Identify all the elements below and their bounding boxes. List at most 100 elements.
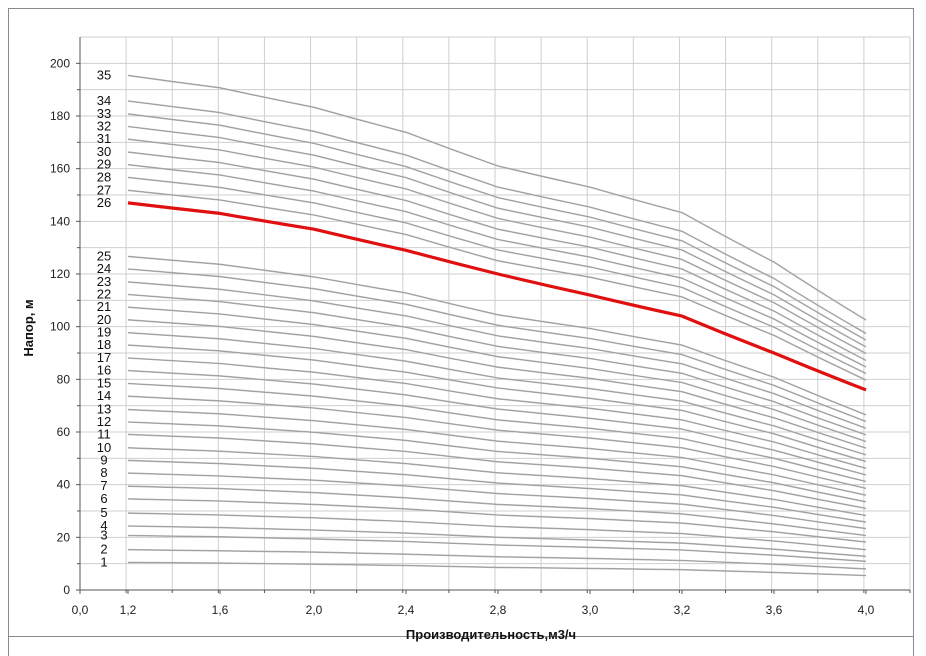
curve-edge-20 bbox=[127, 319, 867, 449]
curve-edge-11 bbox=[127, 434, 867, 509]
curve-label-7: 7 bbox=[100, 478, 107, 493]
curve-label-17: 17 bbox=[97, 350, 111, 365]
curve-edge-27 bbox=[127, 190, 867, 381]
curve-label-10: 10 bbox=[97, 440, 111, 455]
curve-line-26-highlighted bbox=[127, 201, 867, 392]
curve-label-23: 23 bbox=[97, 274, 111, 289]
curve-label-33: 33 bbox=[97, 106, 111, 121]
curve-labels: 1234567891011121314151617181920212223242… bbox=[97, 67, 111, 569]
curve-edge-28 bbox=[127, 177, 867, 374]
curve-edge-29 bbox=[127, 164, 867, 368]
curve-edge-21 bbox=[127, 306, 867, 442]
curve-line-8 bbox=[127, 472, 867, 530]
curve-label-14: 14 bbox=[97, 388, 111, 403]
y-tick-label: 200 bbox=[50, 56, 70, 70]
next-chart-frame bbox=[8, 636, 914, 656]
curve-edge-35 bbox=[127, 75, 867, 321]
y-tick-label: 80 bbox=[57, 372, 71, 386]
y-tick-label: 160 bbox=[50, 162, 70, 176]
curve-label-32: 32 bbox=[97, 119, 111, 134]
curve-label-29: 29 bbox=[97, 157, 111, 172]
curve-edge-2 bbox=[127, 549, 867, 570]
curve-edge-13 bbox=[127, 409, 867, 496]
curve-edge-14 bbox=[127, 395, 867, 489]
curve-label-20: 20 bbox=[97, 312, 111, 327]
y-tick-label: 100 bbox=[50, 320, 70, 334]
curve-label-22: 22 bbox=[97, 287, 111, 302]
curve-label-34: 34 bbox=[97, 93, 111, 108]
x-tick-label: 2,8 bbox=[490, 603, 507, 617]
curve-label-31: 31 bbox=[97, 131, 111, 146]
curve-edge-19 bbox=[127, 332, 867, 456]
curve-label-25: 25 bbox=[97, 248, 111, 263]
curve-edge-31 bbox=[127, 138, 867, 354]
curve-line-16 bbox=[127, 369, 867, 476]
curve-label-21: 21 bbox=[97, 299, 111, 314]
curve-edge-23 bbox=[127, 281, 867, 429]
curve-edge-24 bbox=[127, 268, 867, 422]
curve-line-33 bbox=[127, 113, 867, 341]
curve-line-19 bbox=[127, 331, 867, 456]
curve-edge-16 bbox=[127, 370, 867, 476]
curve-line-18 bbox=[127, 344, 867, 463]
y-tick-label: 180 bbox=[50, 109, 70, 123]
curve-label-9: 9 bbox=[100, 452, 107, 467]
y-tick-label: 120 bbox=[50, 267, 70, 281]
x-tick-label: 1,2 bbox=[120, 603, 137, 617]
y-tick-label: 60 bbox=[57, 425, 71, 439]
curve-label-26: 26 bbox=[97, 195, 111, 210]
curve-line-2 bbox=[127, 548, 867, 570]
curve-edge-5 bbox=[127, 512, 867, 550]
curve-edge-4 bbox=[127, 525, 867, 557]
curve-label-5: 5 bbox=[100, 505, 107, 520]
curve-label-11: 11 bbox=[97, 426, 111, 441]
curve-label-13: 13 bbox=[97, 402, 111, 417]
curve-edge-22 bbox=[127, 294, 867, 436]
x-tick-label: 2,0 bbox=[306, 603, 323, 617]
curve-label-27: 27 bbox=[97, 182, 111, 197]
curve-label-30: 30 bbox=[97, 144, 111, 159]
curve-label-1: 1 bbox=[100, 554, 107, 569]
x-tick-label: 3,6 bbox=[766, 603, 783, 617]
y-tick-label: 0 bbox=[63, 583, 70, 597]
curve-label-15: 15 bbox=[97, 376, 111, 391]
curve-edge-10 bbox=[127, 447, 867, 516]
curve-edge-33 bbox=[127, 113, 867, 341]
curve-edge-18 bbox=[127, 344, 867, 462]
curve-label-18: 18 bbox=[97, 337, 111, 352]
curve-label-19: 19 bbox=[97, 325, 111, 340]
curve-edge-17 bbox=[127, 357, 867, 469]
pump-curves bbox=[127, 74, 867, 577]
curve-label-8: 8 bbox=[100, 465, 107, 480]
curve-label-16: 16 bbox=[97, 363, 111, 378]
curve-edge-6 bbox=[127, 498, 867, 543]
curve-label-12: 12 bbox=[97, 414, 111, 429]
curve-edge-34 bbox=[127, 100, 867, 334]
curve-edge-8 bbox=[127, 472, 867, 529]
curve-label-35: 35 bbox=[97, 67, 111, 82]
curve-edge-9 bbox=[127, 460, 867, 523]
x-tick-label: 3,0 bbox=[582, 603, 599, 617]
curve-edge-25 bbox=[127, 256, 867, 416]
curve-line-31 bbox=[127, 138, 867, 355]
curve-edge-30 bbox=[127, 151, 867, 361]
curve-line-14 bbox=[127, 395, 867, 490]
curve-label-2: 2 bbox=[100, 542, 107, 557]
curve-edge-7 bbox=[127, 485, 867, 536]
curve-label-4: 4 bbox=[100, 518, 107, 533]
curve-edge-15 bbox=[127, 383, 867, 482]
curve-edge-3 bbox=[127, 535, 867, 562]
curve-line-1 bbox=[127, 561, 867, 577]
y-tick-label: 140 bbox=[50, 214, 70, 228]
y-tick-label: 20 bbox=[57, 530, 71, 544]
y-tick-label: 40 bbox=[57, 478, 71, 492]
x-tick-label: 3,2 bbox=[674, 603, 691, 617]
curve-label-28: 28 bbox=[97, 169, 111, 184]
x-tick-label: 2,4 bbox=[398, 603, 415, 617]
x-tick-label: 0,0 bbox=[72, 603, 89, 617]
curve-label-24: 24 bbox=[97, 261, 111, 276]
curve-edge-12 bbox=[127, 421, 867, 503]
x-tick-label: 1,6 bbox=[212, 603, 229, 617]
